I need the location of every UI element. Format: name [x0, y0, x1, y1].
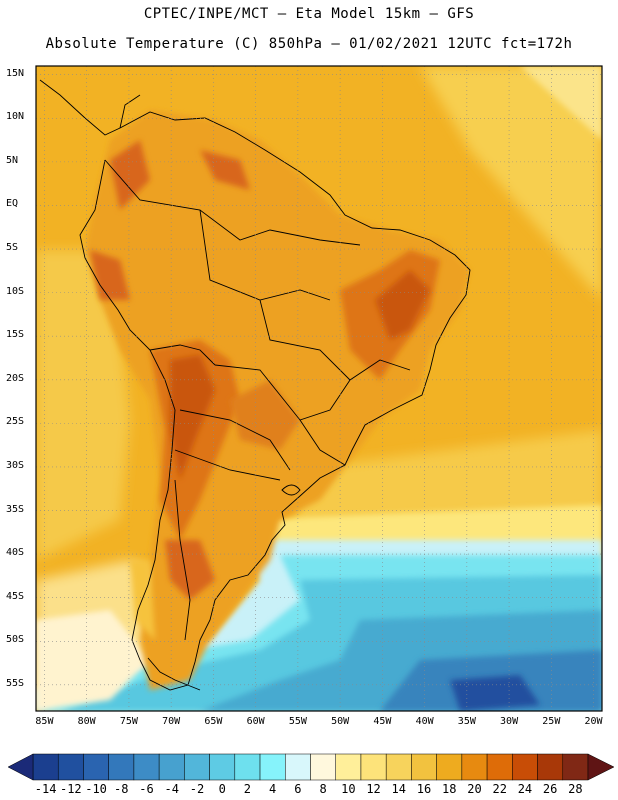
colorbar-swatch [436, 753, 463, 781]
latitude-label: 50S [6, 634, 25, 646]
colorbar-label: -8 [114, 782, 129, 796]
colorbar-swatch [133, 753, 160, 781]
colorbar-swatch [108, 753, 135, 781]
colorbar-swatch [512, 753, 538, 781]
longitude-label: 75W [119, 716, 138, 727]
colorbar-swatch [184, 753, 210, 781]
map-title-line2: Absolute Temperature (C) 850hPa – 01/02/… [45, 36, 573, 52]
latitude-label: 35S [6, 503, 25, 515]
colorbar-swatch [57, 753, 84, 781]
latitude-label: 15S [6, 329, 25, 341]
colorbar-label: 22 [492, 782, 507, 796]
colorbar-label: 20 [467, 782, 482, 796]
colorbar-label: 12 [366, 782, 381, 796]
latitude-label: 45S [6, 590, 25, 602]
colorbar-swatch [234, 753, 261, 781]
latitude-label: 5N [6, 154, 19, 166]
colorbar-swatch [335, 753, 362, 781]
longitude-label: 80W [77, 716, 96, 727]
colorbar-swatch [285, 753, 311, 781]
colorbar-swatch [209, 753, 236, 781]
colorbar-low-arrow [7, 753, 34, 781]
colorbar-label: 6 [294, 782, 302, 796]
latitude-label: 5S [6, 242, 19, 254]
colorbar-swatch [32, 753, 59, 781]
longitude-label: 65W [204, 716, 223, 727]
latitude-label: 40S [6, 547, 25, 559]
latitude-label: 10N [6, 111, 25, 123]
coastlines [39, 79, 471, 691]
longitude-label: 50W [331, 716, 350, 727]
colorbar-label: -6 [139, 782, 154, 796]
colorbar-swatch [461, 753, 488, 781]
longitude-label: 35W [457, 716, 476, 727]
colorbar-label: -14 [34, 782, 57, 796]
longitude-label: 60W [246, 716, 265, 727]
colorbar-label: -4 [164, 782, 179, 796]
colorbar-label: 24 [517, 782, 533, 796]
longitude-label: 40W [415, 716, 434, 727]
latitude-label: 30S [6, 459, 25, 471]
latitude-label: EQ [6, 198, 19, 210]
temperature-field [36, 66, 602, 711]
longitude-label: 30W [500, 716, 519, 727]
latitude-label: 20S [6, 372, 25, 384]
longitude-label: 45W [373, 716, 392, 727]
map-title-line1: CPTEC/INPE/MCT – Eta Model 15km – GFS [143, 6, 475, 22]
latitude-label: 15N [6, 67, 25, 79]
colorbar-swatch [537, 753, 564, 781]
colorbar-label: 2 [243, 782, 252, 796]
longitude-label: 25W [542, 716, 561, 727]
colorbar-label: 0 [218, 782, 226, 796]
latitude-label: 10S [6, 285, 25, 297]
colorbar-label: 26 [542, 782, 558, 796]
colorbar-swatch [158, 753, 185, 781]
longitude-label: 55W [288, 716, 307, 727]
colorbar-label: -12 [59, 782, 82, 796]
longitude-label: 85W [35, 716, 54, 727]
colorbar-label: 28 [568, 782, 583, 796]
colorbar-swatch [83, 753, 109, 781]
colorbar-label: -2 [189, 782, 205, 796]
longitude-label: 20W [584, 716, 603, 727]
longitude-label: 70W [162, 716, 181, 727]
colorbar-label: 8 [319, 782, 327, 796]
colorbar-swatch [486, 753, 513, 781]
colorbar-label: 14 [391, 782, 406, 796]
colorbar-label: 16 [416, 782, 432, 796]
colorbar-swatch [385, 753, 412, 781]
colorbar-label: 4 [269, 782, 277, 796]
colorbar-swatch [360, 753, 387, 781]
latitude-label: 25S [6, 416, 25, 428]
map-frame [35, 65, 603, 712]
colorbar-label: 18 [442, 782, 457, 796]
latitude-label: 55S [6, 677, 25, 689]
colorbar-label: 10 [341, 782, 356, 796]
colorbar-swatch [310, 753, 336, 781]
colorbar-high-arrow [587, 753, 615, 781]
colorbar [7, 753, 615, 781]
colorbar-swatch [259, 753, 286, 781]
colorbar-swatch [411, 753, 437, 781]
colorbar-swatch [562, 753, 589, 781]
colorbar-label: -10 [85, 782, 107, 796]
